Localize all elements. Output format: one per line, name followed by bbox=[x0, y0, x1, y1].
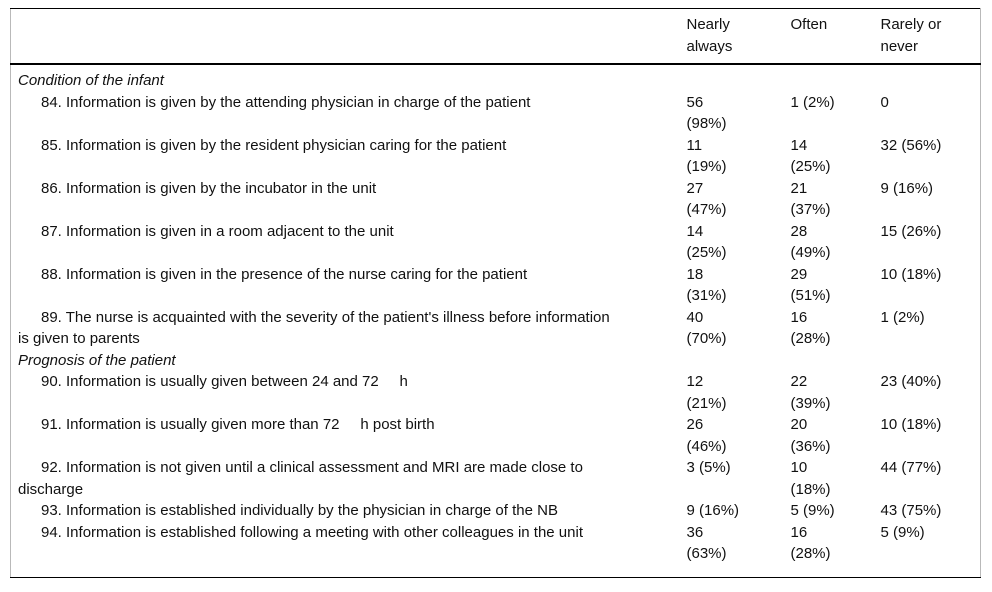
value-cell: 56 (98%) bbox=[686, 93, 727, 133]
value-cell: 1 (2%) bbox=[880, 308, 925, 326]
value-cell: 1 (2%) bbox=[790, 93, 835, 111]
survey-table: Nearly always Often Rarely or never Condit… bbox=[10, 8, 981, 578]
item-label: 91. Information is usually given more th… bbox=[41, 416, 435, 433]
value-cell: 44 (77%) bbox=[880, 459, 942, 476]
value-cell: 14 (25%) bbox=[790, 136, 831, 176]
table-row: 91. Information is usually given more th… bbox=[11, 414, 981, 457]
section-row: Condition of the infant bbox=[11, 64, 981, 92]
value-cell: 16 (28%) bbox=[790, 308, 831, 348]
value-cell: 36 (63%) bbox=[686, 523, 727, 563]
item-label: 88. Information is given in the presence… bbox=[41, 265, 528, 283]
item-label: 85. Information is given by the resident… bbox=[41, 136, 507, 154]
value-cell: 9 (16%) bbox=[880, 179, 934, 197]
value-cell: 22 (39%) bbox=[790, 373, 831, 412]
value-cell: 40 (70%) bbox=[686, 308, 727, 348]
value-cell: 43 (75%) bbox=[880, 502, 942, 519]
header-row: Nearly always Often Rarely or never bbox=[10, 9, 981, 65]
item-label: 84. Information is given by the attendin… bbox=[41, 93, 531, 111]
table-row: 85. Information is given by the resident… bbox=[11, 135, 981, 178]
value-cell: 10 (18%) bbox=[880, 265, 942, 283]
value-cell: 21 (37%) bbox=[790, 179, 831, 219]
value-cell: 15 (26%) bbox=[880, 222, 942, 240]
value-cell: 10 (18%) bbox=[790, 459, 831, 498]
item-label: 86. Information is given by the incubato… bbox=[41, 179, 377, 197]
value-cell: 27 (47%) bbox=[686, 179, 727, 219]
table-row: 93. Information is established individua… bbox=[11, 500, 981, 522]
value-cell: 26 (46%) bbox=[686, 416, 727, 455]
value-cell: 20 (36%) bbox=[790, 416, 831, 455]
table-container: Nearly always Often Rarely or never Condit… bbox=[10, 8, 992, 578]
value-cell: 18 (31%) bbox=[686, 265, 727, 305]
value-cell: 3 (5%) bbox=[686, 459, 731, 476]
value-cell: 16 (28%) bbox=[790, 523, 831, 563]
table-row: 89. The nurse is acquainted with the sev… bbox=[11, 307, 981, 350]
table-row: 94. Information is established following… bbox=[11, 522, 981, 578]
label-column-header bbox=[11, 9, 687, 65]
table-row: 90. Information is usually given between… bbox=[11, 371, 981, 414]
value-cell: 11 (19%) bbox=[686, 136, 727, 176]
column-header: Nearly always bbox=[686, 16, 733, 55]
table-row: 86. Information is given by the incubato… bbox=[11, 178, 981, 221]
value-cell: 10 (18%) bbox=[880, 416, 942, 433]
table-body: Condition of the infant 84. Information i… bbox=[11, 64, 981, 577]
table-row: 88. Information is given in the presence… bbox=[11, 264, 981, 307]
item-label: 89. The nurse is acquainted with the sev… bbox=[18, 308, 610, 348]
value-cell: 23 (40%) bbox=[880, 373, 942, 390]
section-label: Prognosis of the patient bbox=[18, 351, 176, 369]
item-label: 87. Information is given in a room adjac… bbox=[41, 222, 394, 240]
value-cell: 32 (56%) bbox=[880, 136, 942, 154]
value-cell: 5 (9%) bbox=[880, 523, 925, 541]
value-cell: 29 (51%) bbox=[790, 265, 831, 305]
value-cell: 5 (9%) bbox=[790, 502, 835, 519]
column-header: Often bbox=[790, 16, 828, 33]
value-cell: 9 (16%) bbox=[686, 502, 740, 519]
table-header: Nearly always Often Rarely or never bbox=[10, 9, 981, 65]
item-label: 94. Information is established following… bbox=[41, 523, 583, 541]
table-row: 87. Information is given in a room adjac… bbox=[11, 221, 981, 264]
table-row: 92. Information is not given until a cli… bbox=[11, 457, 981, 500]
column-header: Rarely or never bbox=[880, 16, 942, 55]
section-row: Prognosis of the patient bbox=[11, 350, 981, 372]
value-cell: 12 (21%) bbox=[686, 373, 727, 412]
value-cell: 14 (25%) bbox=[686, 222, 727, 262]
value-cell: 28 (49%) bbox=[790, 222, 831, 262]
table-row: 84. Information is given by the attendin… bbox=[11, 92, 981, 135]
section-label: Condition of the infant bbox=[18, 72, 164, 89]
item-label: 93. Information is established individua… bbox=[41, 502, 558, 519]
item-label: 90. Information is usually given between… bbox=[41, 373, 408, 390]
item-label: 92. Information is not given until a cli… bbox=[18, 459, 583, 498]
value-cell: 0 bbox=[880, 93, 889, 111]
